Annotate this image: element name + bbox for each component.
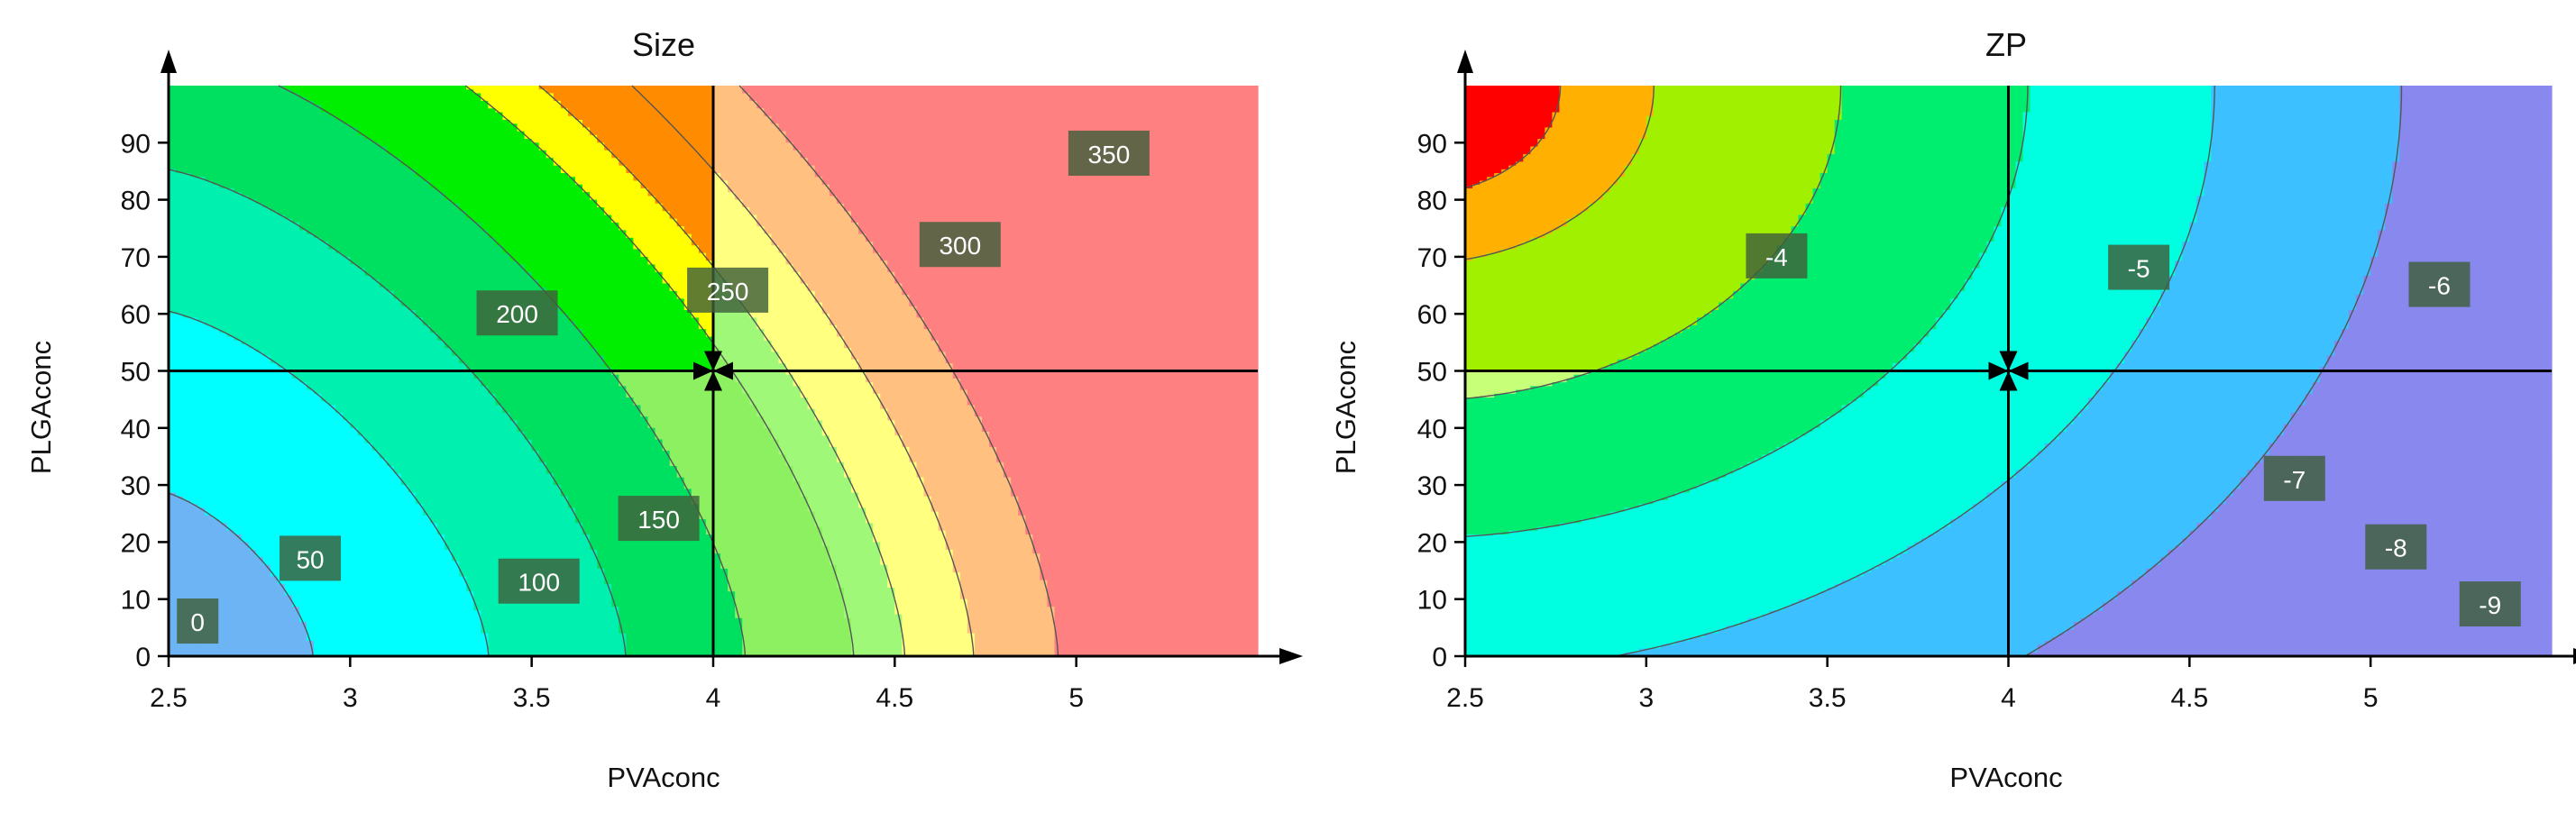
zp-plot-area bbox=[1465, 86, 2553, 657]
y-tick-label: 90 bbox=[121, 129, 151, 159]
y-tick-label: 80 bbox=[1417, 187, 1447, 216]
contour-line-75 bbox=[168, 310, 490, 657]
y-tick-label: 70 bbox=[121, 243, 151, 273]
contour-label: -9 bbox=[2459, 581, 2521, 627]
y-axis-arrow bbox=[160, 50, 177, 73]
y-tick-label: 60 bbox=[1417, 300, 1447, 330]
contour-label: -5 bbox=[2108, 244, 2170, 290]
y-tick-label: 50 bbox=[1417, 358, 1447, 388]
size-x-axis-label: PVAconc bbox=[607, 762, 720, 793]
x-tick-label: 3 bbox=[343, 683, 358, 713]
y-tick-label: 10 bbox=[121, 586, 151, 616]
crosshair-arrow-up bbox=[704, 370, 722, 391]
contour-line-250 bbox=[538, 85, 906, 657]
x-tick-label: 3.5 bbox=[1809, 683, 1847, 713]
x-tick-label: 2.5 bbox=[150, 683, 188, 713]
size-chart-title: Size bbox=[632, 26, 695, 63]
contour-label: 350 bbox=[1068, 130, 1150, 176]
size-contour-lines bbox=[168, 85, 1059, 657]
contour-line--4_6 bbox=[1464, 85, 1655, 260]
contour-label: 100 bbox=[498, 558, 580, 604]
size-plot-area bbox=[169, 86, 1259, 657]
x-tick-label: 5 bbox=[1068, 683, 1084, 713]
contour-label: 150 bbox=[618, 496, 700, 542]
contour-line-25 bbox=[168, 492, 314, 657]
x-tick-label: 4 bbox=[706, 683, 721, 713]
x-tick-label: 2.5 bbox=[1446, 683, 1484, 713]
crosshair-arrow-right bbox=[1988, 361, 2009, 380]
x-tick-label: 4 bbox=[2001, 683, 2016, 713]
contour-label: 250 bbox=[687, 267, 769, 313]
crosshair-arrow-up bbox=[1999, 370, 2018, 391]
contour-line--6_6 bbox=[1464, 86, 2029, 537]
crosshair-arrow-left bbox=[2008, 361, 2029, 380]
y-tick-label: 50 bbox=[121, 358, 151, 388]
y-tick-label: 40 bbox=[121, 415, 151, 444]
contour-label: 0 bbox=[177, 598, 219, 644]
contour-label: 200 bbox=[476, 290, 558, 336]
size-y-axis-label: PLGAconc bbox=[25, 341, 57, 474]
y-tick-label: 30 bbox=[121, 471, 151, 501]
zp-contour-labels: -4 -5 -6 -7 -8 -9 bbox=[1746, 233, 2521, 627]
contour-line-125 bbox=[168, 169, 627, 657]
y-axis-arrow bbox=[1457, 50, 1473, 73]
x-axis-arrow bbox=[1279, 648, 1303, 664]
x-tick-label: 3 bbox=[1638, 683, 1654, 713]
zp-chart-title: ZP bbox=[1985, 26, 2027, 63]
contour-label: 50 bbox=[280, 535, 342, 581]
size-contour-labels: 0 50 100 150 200 250 300 350 bbox=[177, 130, 1150, 644]
y-tick-label: 20 bbox=[1417, 528, 1447, 558]
y-tick-label: 0 bbox=[135, 643, 151, 672]
zp-x-axis-label: PVAconc bbox=[1949, 762, 2062, 793]
contour-label: -6 bbox=[2408, 261, 2471, 307]
contour-line-285 bbox=[631, 85, 975, 657]
crosshair-arrow-left bbox=[713, 361, 733, 380]
y-tick-label: 60 bbox=[121, 300, 151, 330]
contour-line-330 bbox=[738, 85, 1059, 657]
x-tick-label: 4.5 bbox=[875, 683, 913, 713]
contour-label: -7 bbox=[2263, 455, 2325, 501]
size-axes bbox=[158, 50, 1303, 667]
crosshair-arrow-down bbox=[1999, 351, 2018, 371]
zp-axes bbox=[1454, 50, 2576, 667]
contour-label: 300 bbox=[919, 222, 1001, 268]
y-tick-label: 80 bbox=[121, 187, 151, 216]
y-tick-label: 20 bbox=[121, 528, 151, 558]
y-tick-label: 0 bbox=[1432, 643, 1447, 672]
contour-label: -8 bbox=[2365, 524, 2427, 570]
contour-label: -4 bbox=[1746, 233, 1808, 279]
zp-y-axis-label: PLGAconc bbox=[1330, 341, 1361, 474]
crosshair-arrow-down bbox=[704, 351, 722, 371]
y-tick-label: 70 bbox=[1417, 243, 1447, 273]
x-tick-label: 4.5 bbox=[2170, 683, 2208, 713]
contour-line--4_1 bbox=[1464, 85, 1562, 189]
y-tick-label: 10 bbox=[1417, 586, 1447, 616]
x-tick-label: 3.5 bbox=[513, 683, 551, 713]
y-tick-label: 40 bbox=[1417, 415, 1447, 444]
x-axis-arrow bbox=[2573, 648, 2576, 664]
contour-line--8_6 bbox=[2024, 86, 2403, 657]
y-tick-label: 90 bbox=[1417, 129, 1447, 159]
y-tick-label: 30 bbox=[1417, 471, 1447, 501]
crosshair-arrow-right bbox=[693, 361, 713, 380]
x-tick-label: 5 bbox=[2363, 683, 2379, 713]
